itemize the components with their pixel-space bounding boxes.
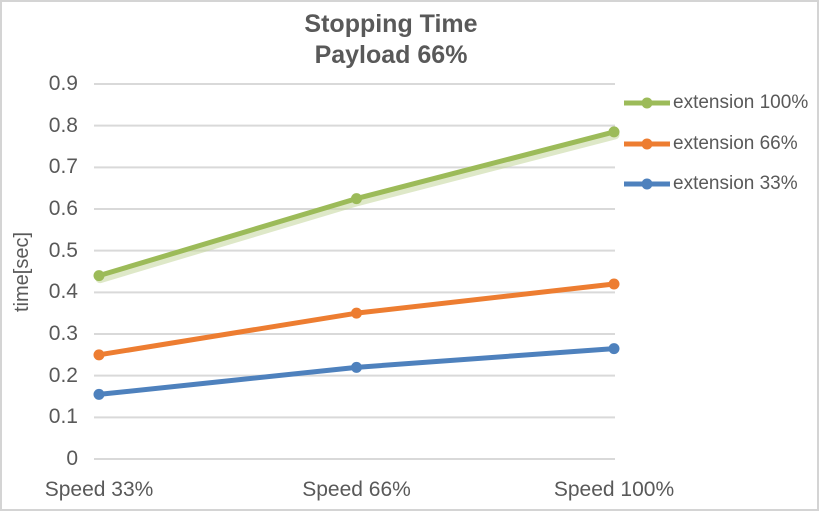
y-axis-tick-label: 0.5 <box>48 238 78 262</box>
chart-subtitle: Payload 66% <box>314 41 468 69</box>
y-axis-tick-label: 0.3 <box>48 322 78 345</box>
legend-line-marker-icon <box>624 97 670 109</box>
y-axis-tick-label: 0.4 <box>48 280 78 304</box>
y-axis-tick-label: 0.6 <box>48 197 78 220</box>
series-line <box>96 281 617 358</box>
legend-item-label: extension 33% <box>673 173 798 194</box>
x-axis-tick-label: Speed 100% <box>553 478 675 501</box>
chart-title: Stopping Time <box>304 10 478 38</box>
y-axis-title: time[sec] <box>11 231 33 313</box>
data-point-marker <box>93 270 105 282</box>
data-point-marker <box>93 349 105 361</box>
data-point-marker <box>93 388 105 400</box>
y-axis-tick-label: 0 <box>66 447 78 470</box>
y-axis-tick-label: 0.1 <box>48 405 78 429</box>
data-point-marker <box>608 343 620 355</box>
legend-item-label: extension 66% <box>673 133 798 154</box>
legend-item: extension 33% <box>624 171 798 197</box>
data-point-marker <box>351 193 362 205</box>
y-axis-tick-label: 0.8 <box>48 113 78 137</box>
data-point-marker <box>351 307 362 319</box>
legend-item-label: extension 100% <box>673 92 809 113</box>
data-point-marker <box>351 361 362 373</box>
data-point-marker <box>608 278 620 290</box>
x-axis-tick-label: Speed 66% <box>302 478 411 501</box>
legend-line-marker-icon <box>624 138 670 150</box>
y-axis-tick-label: 0.2 <box>48 363 78 387</box>
legend-item: extension 66% <box>624 131 798 157</box>
y-axis-tick-label: 0.7 <box>48 155 78 179</box>
legend-line-marker-icon <box>624 178 670 190</box>
data-point-marker <box>608 126 620 138</box>
legend-item: extension 100% <box>624 90 808 116</box>
series-line-glow <box>95 130 620 284</box>
chart-title-block: Stopping Time Payload 66% <box>2 9 780 71</box>
y-axis-tick-label: 0.9 <box>48 72 78 95</box>
x-axis-tick-label: Speed 33% <box>44 478 154 501</box>
